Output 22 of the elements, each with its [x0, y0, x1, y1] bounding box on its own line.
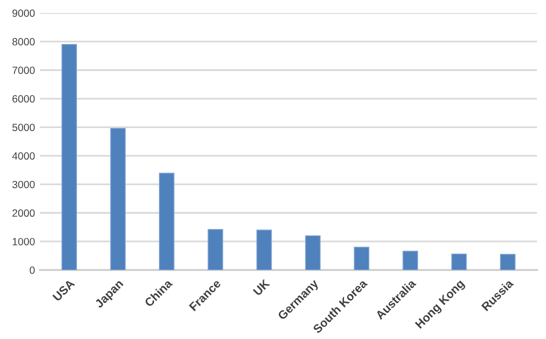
bar [500, 254, 516, 270]
bar [256, 230, 272, 270]
y-tick-label: 6000 [12, 95, 35, 103]
y-tick-label: 7000 [12, 66, 35, 74]
bar [354, 246, 370, 270]
x-tick-label: USA [52, 278, 76, 302]
bar [305, 235, 321, 270]
bar [62, 44, 77, 270]
bar [402, 250, 418, 270]
bar [451, 254, 467, 270]
y-tick-label: 2000 [12, 209, 35, 217]
y-tick-label: 9000 [12, 10, 35, 17]
y-tick-label: 8000 [12, 38, 35, 46]
y-tick-label: 4000 [12, 152, 35, 160]
y-tick-label: 0 [30, 266, 35, 274]
y-tick-label: 1000 [12, 238, 35, 246]
y-tick-label: 3000 [12, 180, 35, 188]
bar [158, 172, 174, 270]
x-tick-label: UK [252, 278, 270, 296]
bar [110, 128, 126, 270]
bar [208, 229, 224, 270]
y-tick-label: 5000 [12, 124, 35, 132]
